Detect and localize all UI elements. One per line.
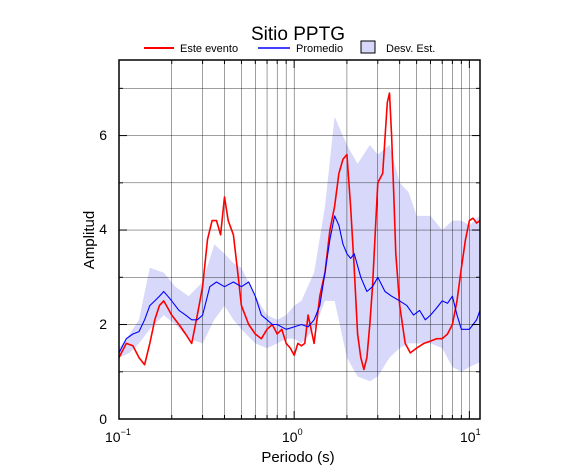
series-line-promedio <box>118 215 481 354</box>
chart-title: Sitio PPTG <box>251 24 345 45</box>
x-tick-label-0: 10−1 <box>105 427 131 445</box>
x-tick-label-2: 101 <box>460 427 481 445</box>
y-tick-label-2: 2 <box>99 316 107 332</box>
x-tick-labels: 10−1 100 101 <box>105 427 481 445</box>
y-tick-label-6: 6 <box>99 127 107 143</box>
series-line-este-evento <box>118 92 481 371</box>
y-tick-label-4: 4 <box>99 221 107 237</box>
y-tick-labels: 0 2 4 6 <box>99 127 107 427</box>
x-tick-label-1: 100 <box>282 427 303 445</box>
legend-label-promedio: Promedio <box>296 43 343 55</box>
plot-area <box>118 59 481 420</box>
y-axis-label: Amplitud <box>81 211 98 269</box>
y-tick-label-0: 0 <box>99 411 107 427</box>
series-layer <box>118 92 481 371</box>
x-axis-label: Periodo (s) <box>261 449 334 466</box>
legend-label-desv-est: Desv. Est. <box>386 43 435 55</box>
tick-layer <box>119 60 480 419</box>
legend-label-este-evento: Este evento <box>180 43 238 55</box>
legend-swatch-desv-est <box>360 40 376 54</box>
legend: Este evento Promedio Desv. Est. <box>144 40 435 55</box>
std-band-layer <box>119 116 480 382</box>
std-band <box>119 116 480 382</box>
grid-layer <box>119 60 480 419</box>
plot-frame <box>118 59 481 420</box>
